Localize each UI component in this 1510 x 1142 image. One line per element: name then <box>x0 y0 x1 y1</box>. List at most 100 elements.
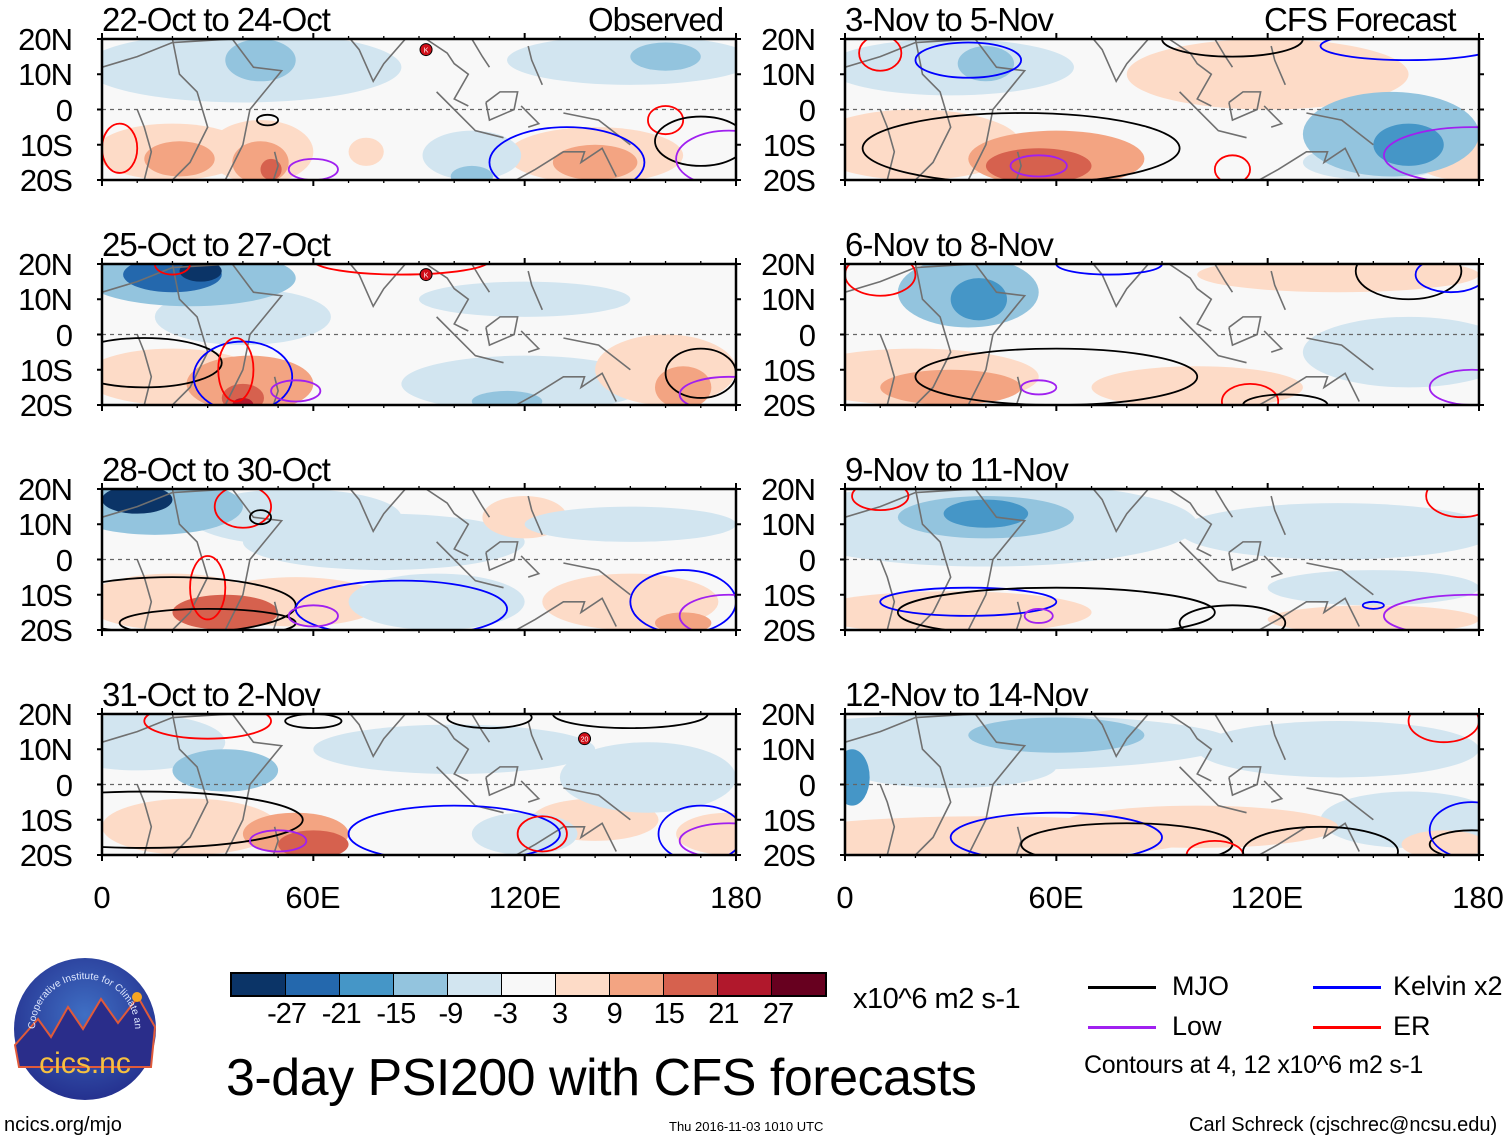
y-label: 10N <box>18 732 73 768</box>
coastline <box>1306 337 1374 371</box>
contour-er <box>143 714 272 740</box>
coastline <box>1257 597 1360 630</box>
contour-er <box>647 105 685 136</box>
coastline <box>1168 489 1213 557</box>
anomaly-shading <box>968 717 1145 753</box>
coastline <box>879 559 896 630</box>
coastline <box>272 826 279 855</box>
anomaly-shading <box>1373 123 1444 166</box>
coastline <box>436 316 504 364</box>
colorbar-label: 21 <box>708 998 739 1030</box>
anomaly-shading <box>950 278 1008 321</box>
colorbar-label: -9 <box>438 998 463 1030</box>
y-label: 20N <box>18 697 73 732</box>
contour-er <box>314 264 489 276</box>
coastline <box>136 109 153 180</box>
coastline <box>171 39 209 180</box>
colorbar-swatch <box>394 974 448 995</box>
map-panel: 20 <box>97 708 741 861</box>
coastline <box>514 372 617 405</box>
anomaly-shading <box>1197 721 1479 778</box>
coastline <box>914 714 952 855</box>
coastline <box>425 39 470 107</box>
coastline <box>136 334 153 405</box>
contour-mjo <box>914 347 1199 405</box>
coastline <box>1015 376 1022 405</box>
contour-mjo <box>551 714 709 729</box>
legend-low-label: Low <box>1172 1011 1222 1041</box>
anomaly-shading <box>419 281 631 317</box>
legend-low-line <box>1088 1026 1156 1029</box>
coastline <box>563 787 631 821</box>
coastline <box>1214 489 1234 518</box>
coastline <box>471 39 491 68</box>
footer-url[interactable]: ncics.org/mjo <box>4 1114 122 1136</box>
figure-title: 3-day PSI200 with CFS forecasts <box>226 1049 977 1107</box>
panel-title: 3-Nov to 5-Nov <box>845 1 1054 38</box>
coastline <box>1270 495 1287 536</box>
contour-low <box>1383 126 1479 180</box>
coastline <box>879 784 896 855</box>
coastline <box>1306 787 1374 821</box>
anomaly-shading <box>845 749 870 806</box>
anomaly-shading <box>559 742 736 813</box>
coastline <box>349 39 407 84</box>
contour-mjo <box>1178 604 1287 630</box>
colorbar-label: -15 <box>376 998 416 1030</box>
contour-mjo <box>1428 829 1479 855</box>
anomaly-shading <box>102 489 173 514</box>
coastline <box>520 780 541 803</box>
contour-kelvin <box>1414 264 1479 294</box>
coastline <box>171 264 209 405</box>
coastline <box>527 45 544 86</box>
coastline <box>102 39 284 180</box>
contour-mjo <box>896 586 1216 630</box>
coastline <box>1179 766 1247 814</box>
y-label: 10N <box>761 57 816 93</box>
contour-low <box>287 604 339 628</box>
coastline <box>349 714 407 759</box>
y-label: 10S <box>762 802 816 838</box>
anomaly-shading <box>880 369 1022 405</box>
coastline <box>1214 714 1234 743</box>
contour-low <box>1383 593 1479 630</box>
anomaly-shading <box>172 749 279 792</box>
coastline <box>1270 720 1287 761</box>
coastline <box>514 597 617 630</box>
anomaly-shading <box>943 499 1029 528</box>
y-label: 10S <box>762 577 816 613</box>
contour-er <box>213 489 272 529</box>
colorbar-label: 3 <box>552 998 568 1030</box>
map-panel: K <box>97 258 741 411</box>
contour-kelvin <box>629 569 736 630</box>
colorbar-swatch <box>718 974 772 995</box>
panel-title: 9-Nov to 11-Nov <box>845 451 1069 488</box>
logo-text: cics.nc <box>39 1047 131 1080</box>
coastline <box>436 541 504 589</box>
coastline <box>845 39 1027 180</box>
y-label: 0 <box>798 92 816 128</box>
colorbar-label: 27 <box>762 998 794 1030</box>
x-label-60e-right: 60E <box>1028 880 1084 915</box>
legend-kelvin-line <box>1313 986 1381 989</box>
coastline <box>879 109 896 180</box>
contour-low <box>1020 379 1058 396</box>
coastline <box>845 714 1027 855</box>
anomaly-shading <box>654 612 712 630</box>
contour-low <box>678 822 736 855</box>
anomaly-shading <box>225 39 296 82</box>
contour-er <box>1425 489 1479 519</box>
anomaly-shading <box>630 42 701 71</box>
contour-low <box>249 829 308 853</box>
contour-low <box>678 593 736 630</box>
anomaly-shading <box>1091 366 1303 405</box>
coastline <box>485 541 519 572</box>
coastline <box>436 91 504 139</box>
coastline <box>1015 151 1022 180</box>
coastline <box>514 822 617 855</box>
coastline <box>1263 330 1284 353</box>
coastline <box>136 559 153 630</box>
map-panel <box>840 708 1484 861</box>
coastline <box>272 376 279 405</box>
